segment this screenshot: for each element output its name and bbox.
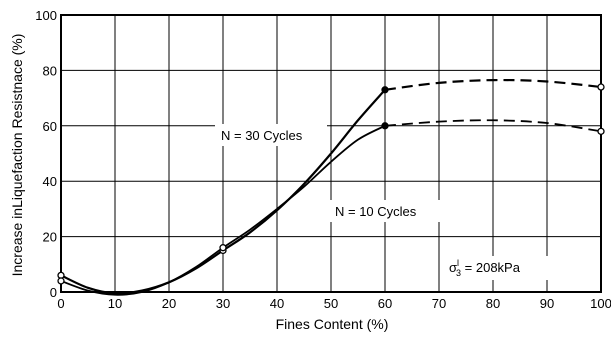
y-tick-label: 20 xyxy=(43,230,57,245)
series-line-dashed xyxy=(384,78,602,91)
data-point xyxy=(219,244,227,252)
x-tick-label: 100 xyxy=(590,296,611,311)
grid xyxy=(60,14,602,293)
plot-frame xyxy=(60,14,602,293)
sigma-subscript: 3 xyxy=(456,268,461,278)
x-tick-label: 20 xyxy=(162,296,176,311)
series-label-n10: N = 10 Cycles xyxy=(335,204,417,219)
sigma-symbol: σ xyxy=(449,260,457,275)
series xyxy=(57,78,605,296)
sigma-annotation: σl 3 = 208kPa xyxy=(449,258,521,278)
y-tick-label: 40 xyxy=(43,174,57,189)
data-point xyxy=(381,86,389,94)
data-point xyxy=(381,122,389,130)
sigma-value: = 208kPa xyxy=(461,260,521,275)
label-box-30 xyxy=(215,124,327,146)
x-axis-title: Fines Content (%) xyxy=(276,316,389,332)
x-tick-label: 40 xyxy=(270,296,284,311)
series-line-dashed xyxy=(384,119,602,133)
sigma-prime: l xyxy=(457,258,459,268)
y-tick-label: 100 xyxy=(35,8,57,23)
y-tick-label: 0 xyxy=(50,285,57,300)
x-tick-label: 60 xyxy=(378,296,392,311)
tick-labels: 0 10 20 30 40 50 60 70 80 90 100 0 20 40 60 80 100 xyxy=(35,8,611,311)
data-point xyxy=(597,83,605,91)
x-tick-label: 50 xyxy=(324,296,338,311)
data-point xyxy=(597,127,605,135)
y-tick-label: 60 xyxy=(43,119,57,134)
series-label-n30: N = 30 Cycles xyxy=(221,128,303,143)
x-tick-label: 30 xyxy=(216,296,230,311)
x-tick-label: 80 xyxy=(486,296,500,311)
x-tick-label: 90 xyxy=(540,296,554,311)
label-box-10 xyxy=(328,200,440,222)
x-tick-label: 0 xyxy=(57,296,64,311)
y-tick-label: 80 xyxy=(43,63,57,78)
x-tick-label: 10 xyxy=(108,296,122,311)
data-point xyxy=(57,277,65,285)
x-tick-label: 70 xyxy=(432,296,446,311)
sigma-box xyxy=(446,256,561,280)
y-axis-title: Increase inLiquefaction Resistnace (%) xyxy=(9,34,25,277)
